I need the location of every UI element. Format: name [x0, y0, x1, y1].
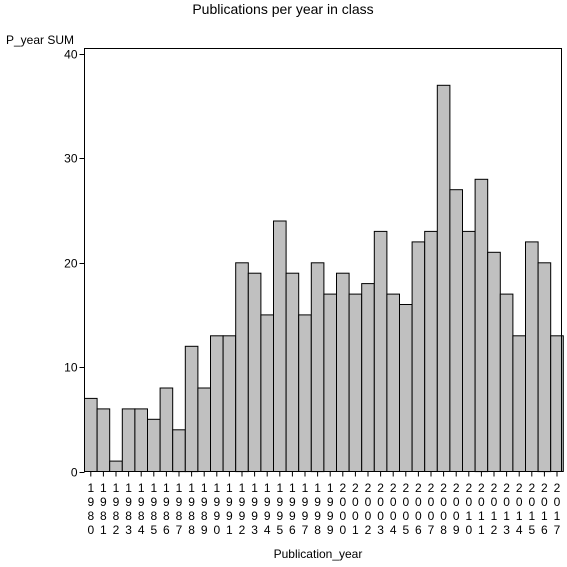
bar-2015 [525, 241, 539, 472]
bar-1988 [184, 345, 199, 473]
bar-2001 [348, 293, 363, 472]
bar-2006 [411, 241, 426, 472]
y-tick-label: 10 [64, 361, 78, 375]
bar-2005 [399, 304, 413, 472]
bar-1982 [109, 460, 123, 473]
bar-1999 [323, 293, 337, 472]
bars [84, 84, 564, 473]
bar-2014 [512, 335, 527, 472]
plot-frame [84, 48, 562, 472]
bar-2011 [474, 178, 489, 473]
bar-1994 [260, 314, 274, 472]
bar-1987 [172, 429, 186, 473]
bar-1986 [159, 387, 174, 472]
bar-1981 [96, 408, 111, 472]
y-axis-label: P_year SUM [6, 33, 74, 47]
bar-1984 [134, 408, 148, 472]
bar-1997 [298, 314, 312, 472]
bar-1990 [210, 335, 224, 472]
bar-2016 [537, 262, 552, 473]
y-tick-label: 40 [64, 48, 78, 62]
bar-2000 [336, 272, 350, 473]
y-tick-label: 0 [71, 466, 78, 480]
bar-1980 [84, 397, 98, 472]
bar-1991 [222, 335, 237, 472]
bar-1989 [197, 387, 211, 472]
bar-2010 [462, 230, 476, 472]
y-tick-label: 20 [64, 257, 78, 271]
bar-2003 [373, 230, 388, 472]
bar-2002 [361, 283, 375, 472]
bar-2008 [436, 84, 451, 473]
y-tick-label: 30 [64, 152, 78, 166]
bar-2013 [499, 293, 514, 472]
y-axis: 0 10 20 30 40 [64, 48, 85, 480]
bar-1992 [235, 262, 249, 473]
bar-2009 [449, 189, 463, 472]
bar-1998 [310, 262, 325, 473]
bar-1995 [273, 220, 287, 472]
bar-1996 [285, 272, 300, 473]
bar-1985 [147, 418, 161, 472]
bar-2012 [487, 251, 501, 472]
bar-1983 [121, 408, 136, 472]
bar-2007 [424, 230, 438, 472]
bar-1993 [247, 272, 262, 473]
x-axis-ticks: 1 9 8 0 1 9 8 1 1 9 8 2 1 9 8 3 1 9 8 4 1 9 8 5 1 9 8 6 1 9 8 7 1 9 8 8 1 9 8 9… [87, 471, 561, 537]
chart-title: Publications per year in class [192, 1, 373, 17]
x-axis-label: Publication_year [274, 547, 363, 561]
bar-2004 [386, 293, 400, 472]
